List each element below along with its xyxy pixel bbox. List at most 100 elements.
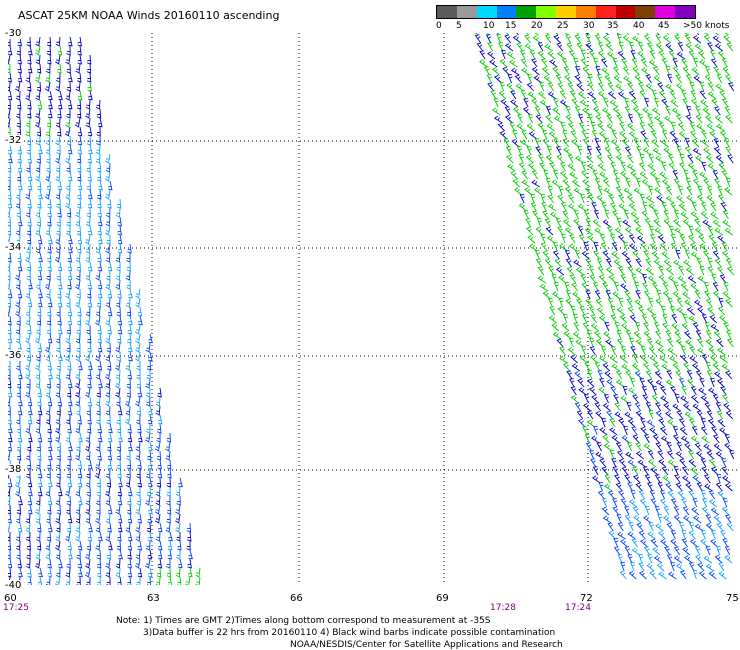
wind-barb xyxy=(638,570,647,580)
pass-time-label: 17:24 xyxy=(565,603,591,613)
wind-barb xyxy=(555,218,562,228)
wind-barb xyxy=(78,567,83,578)
wind-barb xyxy=(654,115,663,124)
wind-barb xyxy=(15,486,21,497)
wind-barb xyxy=(67,405,73,416)
wind-barb xyxy=(35,117,41,128)
wind-barb xyxy=(678,522,685,532)
wind-barb xyxy=(66,45,71,56)
wind-barb xyxy=(8,414,12,425)
wind-barb xyxy=(725,298,733,308)
wind-barb xyxy=(57,261,63,272)
wind-barb xyxy=(147,477,153,488)
wind-barb xyxy=(605,42,614,52)
wind-barb xyxy=(18,369,23,380)
wind-barb xyxy=(615,482,623,492)
wind-barb xyxy=(562,210,569,220)
wind-barb xyxy=(178,477,183,488)
wind-barb xyxy=(608,274,617,284)
wind-barb xyxy=(620,562,626,572)
wind-barb xyxy=(581,170,589,180)
wind-barb xyxy=(585,42,594,52)
wind-barb xyxy=(723,402,732,412)
colorbar-segment xyxy=(556,6,576,18)
wind-barb xyxy=(135,450,141,461)
wind-barb xyxy=(668,226,675,236)
wind-barb xyxy=(671,314,678,324)
wind-barb xyxy=(186,540,191,551)
wind-barb xyxy=(688,315,698,324)
wind-barb xyxy=(612,58,618,68)
wind-barb xyxy=(55,135,61,146)
wind-barb xyxy=(35,54,41,65)
wind-barb xyxy=(706,123,715,132)
wind-barb xyxy=(56,270,61,281)
lon-label: 66 xyxy=(290,593,303,604)
wind-barb xyxy=(698,50,706,60)
wind-barb xyxy=(116,198,122,209)
wind-barb xyxy=(670,242,678,252)
wind-barb xyxy=(634,74,642,84)
wind-barb xyxy=(155,495,161,506)
wind-barb xyxy=(127,333,132,344)
wind-barb xyxy=(640,58,648,68)
wind-barb xyxy=(26,225,32,236)
wind-barb xyxy=(8,252,12,263)
wind-barb xyxy=(595,298,603,308)
colorbar-segment xyxy=(476,6,497,18)
wind-barb xyxy=(117,576,122,585)
wind-barb xyxy=(8,117,11,128)
wind-barb xyxy=(612,466,619,476)
wind-barb xyxy=(524,34,532,44)
wind-barb xyxy=(28,504,33,515)
wind-barb xyxy=(700,458,707,468)
wind-barb xyxy=(570,395,579,404)
wind-barb xyxy=(638,490,646,500)
wind-barb xyxy=(537,266,545,276)
wind-barb xyxy=(598,274,607,284)
wind-barb xyxy=(511,138,520,148)
colorbar-label: 5 xyxy=(456,21,462,31)
wind-barb xyxy=(620,395,629,404)
wind-barb xyxy=(509,122,516,132)
wind-barb xyxy=(676,298,683,308)
wind-barb xyxy=(692,570,698,580)
wind-barb xyxy=(521,130,528,140)
wind-barb xyxy=(27,198,32,209)
wind-barb xyxy=(55,54,61,65)
wind-barb xyxy=(556,338,564,348)
wind-barb xyxy=(692,147,702,156)
wind-barb xyxy=(678,203,687,212)
wind-barb xyxy=(176,549,181,560)
wind-barb xyxy=(146,486,152,497)
wind-barb xyxy=(710,323,720,332)
wind-barb xyxy=(670,538,678,548)
wind-barb xyxy=(87,198,93,209)
wind-barb xyxy=(597,42,604,52)
wind-barb xyxy=(717,418,726,428)
wind-barb xyxy=(46,153,51,164)
wind-barb xyxy=(674,227,684,236)
wind-barb xyxy=(641,67,650,76)
wind-barb xyxy=(551,323,560,332)
wind-barb xyxy=(639,378,645,388)
wind-barb xyxy=(669,130,678,140)
wind-barb xyxy=(582,179,591,188)
wind-barb xyxy=(589,346,596,356)
wind-barb xyxy=(105,189,111,200)
wind-barb xyxy=(590,122,596,132)
wind-barb xyxy=(652,546,661,556)
wind-barb xyxy=(719,355,728,364)
wind-barb xyxy=(57,63,62,74)
wind-barb xyxy=(65,189,71,200)
wind-barb xyxy=(660,435,670,444)
wind-barb xyxy=(679,162,686,172)
wind-barb xyxy=(521,67,530,76)
wind-barb xyxy=(679,570,687,580)
wind-barb xyxy=(147,513,152,524)
wind-barb xyxy=(585,442,592,452)
wind-barb xyxy=(552,107,561,116)
wind-barb xyxy=(616,307,625,316)
wind-barb xyxy=(610,346,617,356)
wind-barb xyxy=(569,378,575,388)
